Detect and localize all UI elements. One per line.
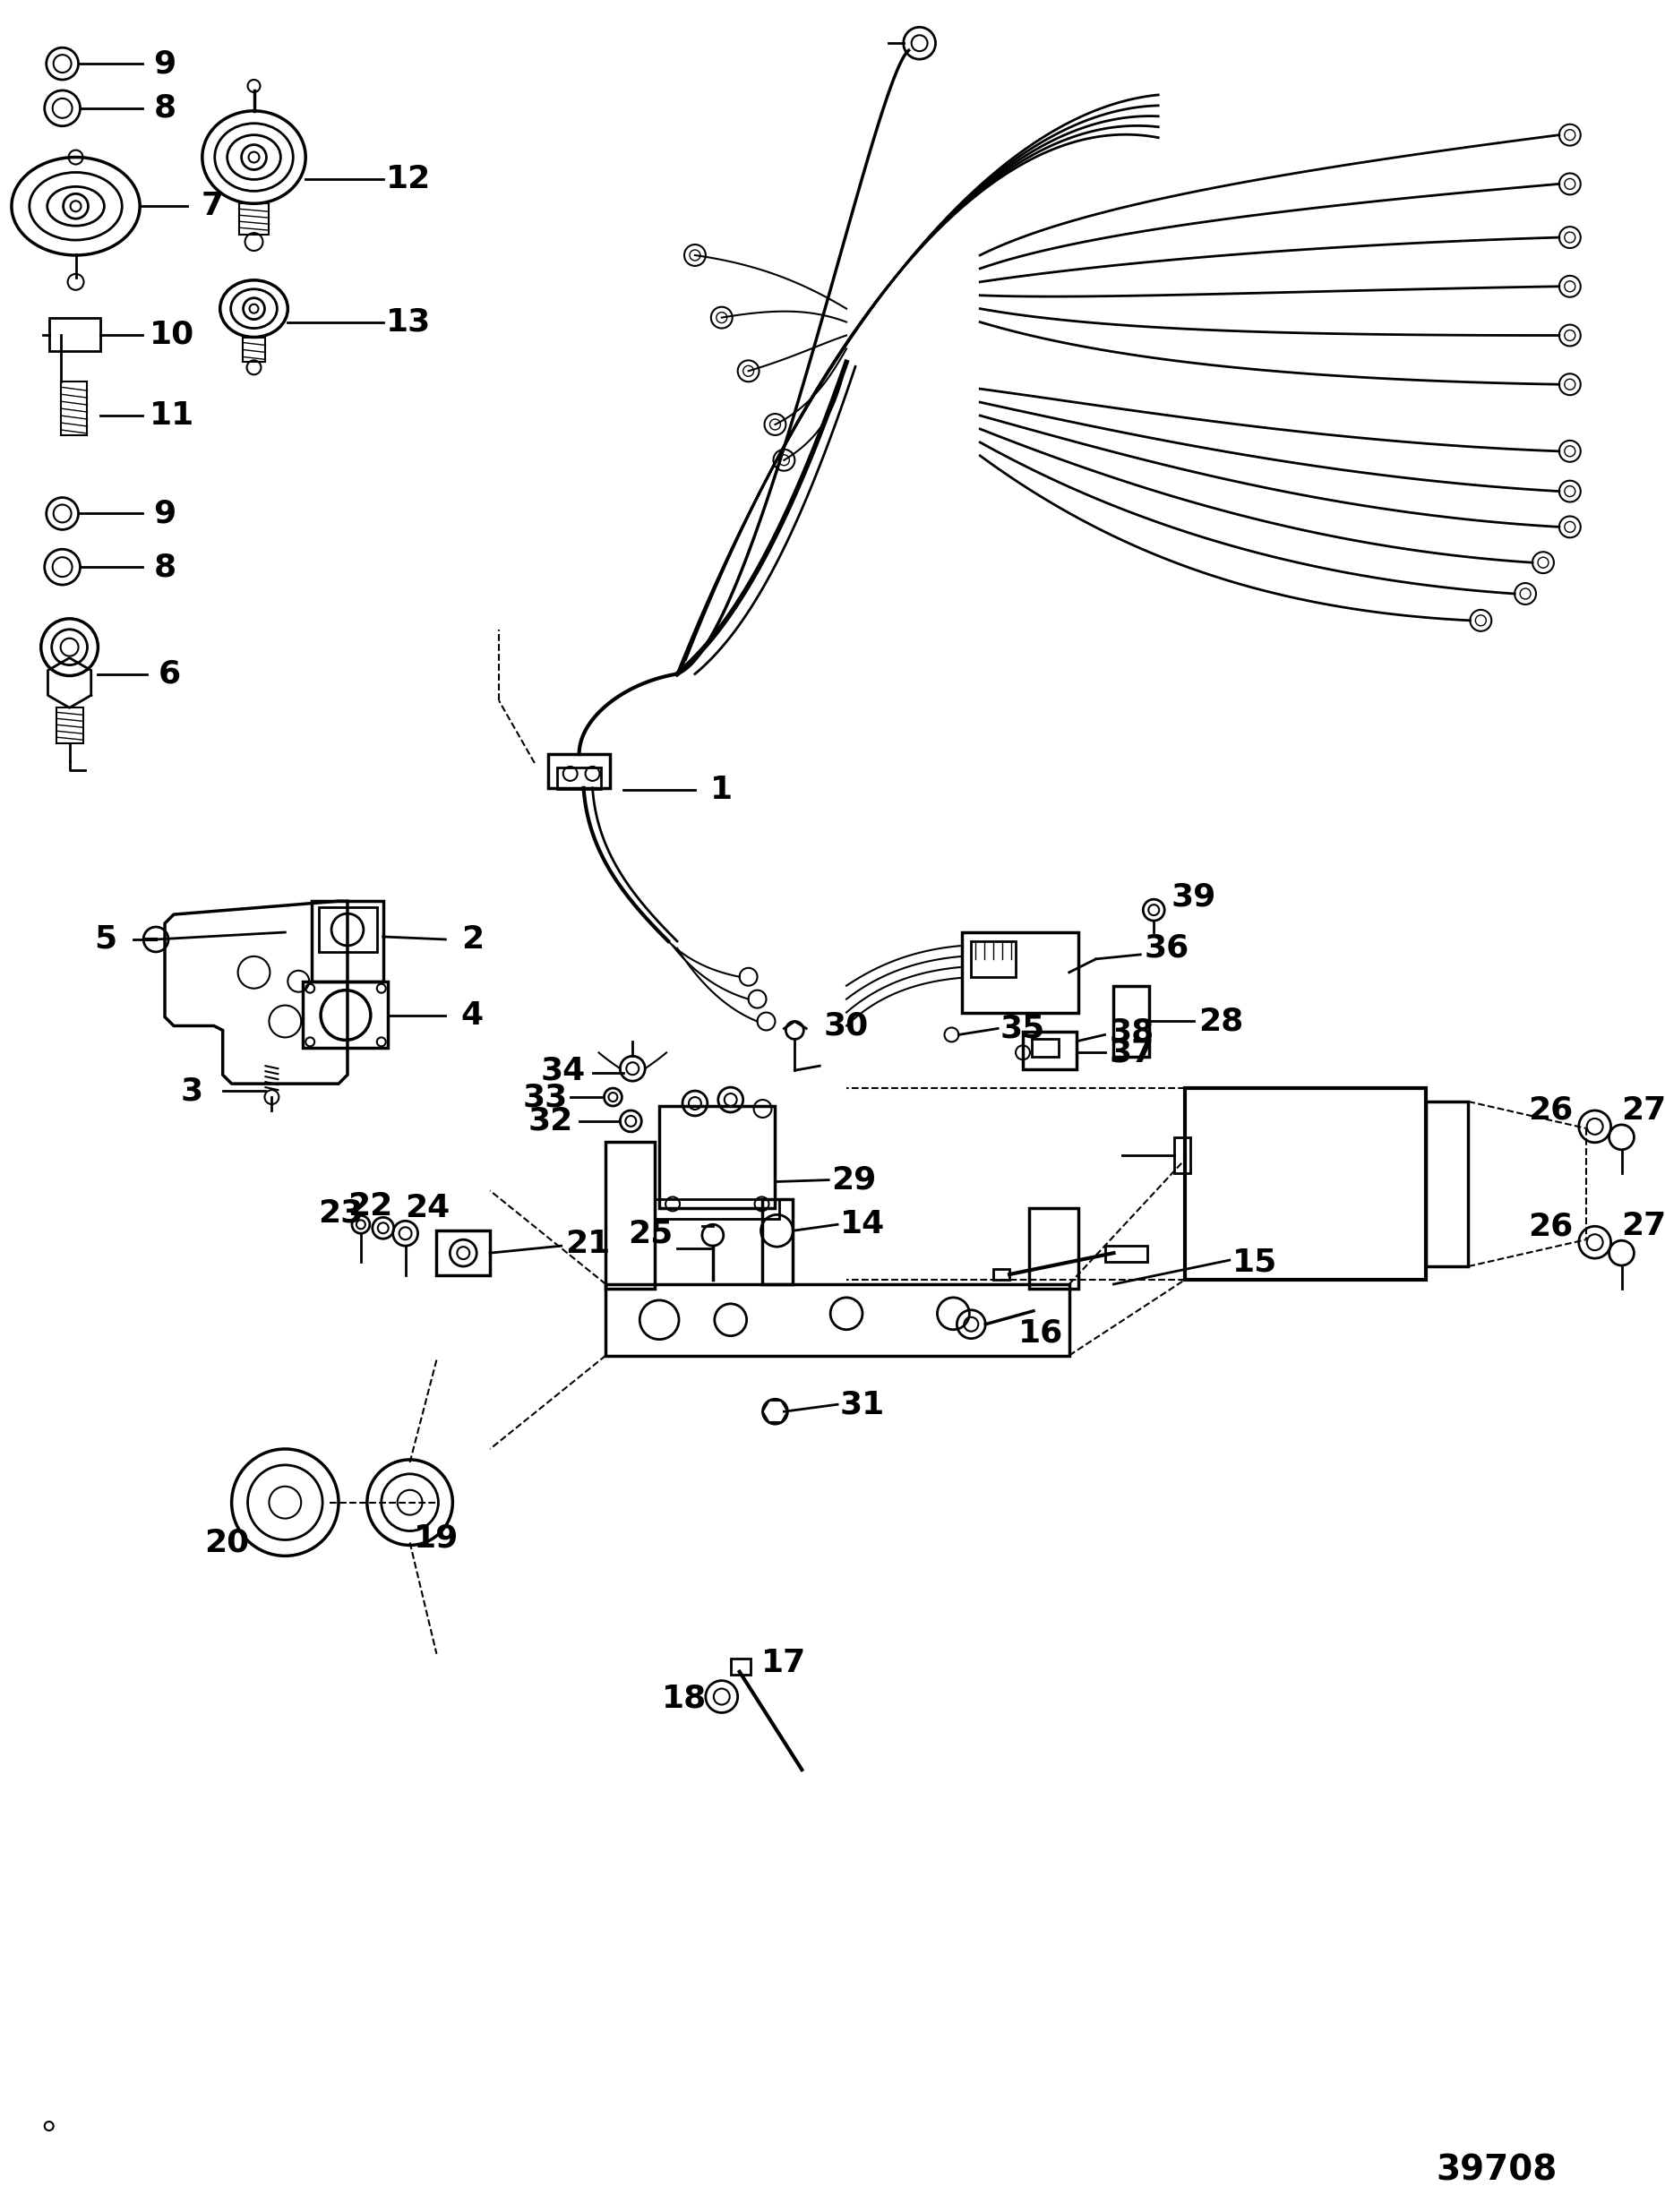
Text: 38: 38 [1109, 1018, 1154, 1046]
Text: 24: 24 [405, 1192, 450, 1223]
Text: 37: 37 [1109, 1037, 1154, 1068]
Text: 20: 20 [205, 1526, 250, 1557]
Bar [994, 1270, 1009, 1281]
Bar [606, 1285, 1069, 1356]
Text: 6: 6 [158, 659, 180, 690]
Text: 11: 11 [150, 400, 195, 431]
Text: 30: 30 [824, 1011, 869, 1042]
Text: 9: 9 [153, 49, 176, 80]
Text: 22: 22 [348, 1192, 393, 1221]
Bar [1174, 1137, 1190, 1172]
Text: 12: 12 [386, 164, 431, 195]
Bar [1106, 1245, 1147, 1261]
Text: 13: 13 [386, 307, 431, 336]
Bar [962, 931, 1077, 1013]
Bar [1032, 1040, 1059, 1057]
Bar [57, 708, 83, 743]
Text: 8: 8 [153, 551, 176, 582]
Bar [48, 319, 100, 352]
Text: 21: 21 [566, 1230, 611, 1259]
Text: 3: 3 [180, 1075, 203, 1106]
Text: 26: 26 [1528, 1095, 1573, 1126]
Text: 9: 9 [153, 498, 176, 529]
Text: 28: 28 [1199, 1006, 1244, 1037]
Text: 27: 27 [1622, 1210, 1665, 1241]
Text: 36: 36 [1144, 933, 1190, 964]
Text: 33: 33 [523, 1082, 568, 1113]
Text: 8: 8 [153, 93, 176, 124]
Bar [556, 768, 601, 790]
Text: 16: 16 [1019, 1318, 1064, 1349]
Bar [320, 907, 376, 951]
Text: 26: 26 [1528, 1210, 1573, 1241]
Text: 17: 17 [761, 1648, 806, 1679]
Text: 35: 35 [1001, 1013, 1046, 1044]
Text: 4: 4 [461, 1000, 483, 1031]
Bar [606, 1141, 654, 1290]
Bar [238, 204, 270, 234]
Bar [654, 1199, 779, 1219]
Text: 1: 1 [711, 774, 733, 805]
Bar [1425, 1102, 1469, 1265]
Text: 27: 27 [1622, 1095, 1665, 1126]
Text: 39708: 39708 [1437, 2154, 1557, 2188]
Bar [971, 940, 1016, 978]
Bar [548, 754, 611, 787]
Bar [60, 383, 87, 436]
Text: 34: 34 [541, 1055, 586, 1086]
Text: 7: 7 [201, 190, 223, 221]
Bar [763, 1199, 793, 1285]
Text: 18: 18 [661, 1683, 706, 1714]
Text: 5: 5 [93, 925, 117, 956]
Text: 25: 25 [628, 1219, 673, 1248]
Bar [1022, 1033, 1076, 1068]
Text: 39: 39 [1172, 880, 1217, 911]
Text: 31: 31 [839, 1389, 886, 1420]
Text: 23: 23 [318, 1197, 363, 1228]
Text: 19: 19 [415, 1522, 460, 1553]
Text: 32: 32 [528, 1106, 573, 1137]
Text: 2: 2 [461, 925, 483, 956]
Bar [1185, 1088, 1425, 1281]
Bar [243, 336, 265, 363]
Bar [1029, 1208, 1077, 1290]
Text: 29: 29 [831, 1166, 876, 1194]
Bar [303, 982, 388, 1048]
Text: 15: 15 [1232, 1248, 1277, 1276]
Text: 10: 10 [150, 319, 195, 349]
Bar [1114, 987, 1149, 1057]
Text: 14: 14 [839, 1210, 886, 1239]
Bar [659, 1106, 776, 1208]
Bar [731, 1659, 751, 1674]
Bar [436, 1230, 490, 1276]
Bar [311, 900, 383, 982]
